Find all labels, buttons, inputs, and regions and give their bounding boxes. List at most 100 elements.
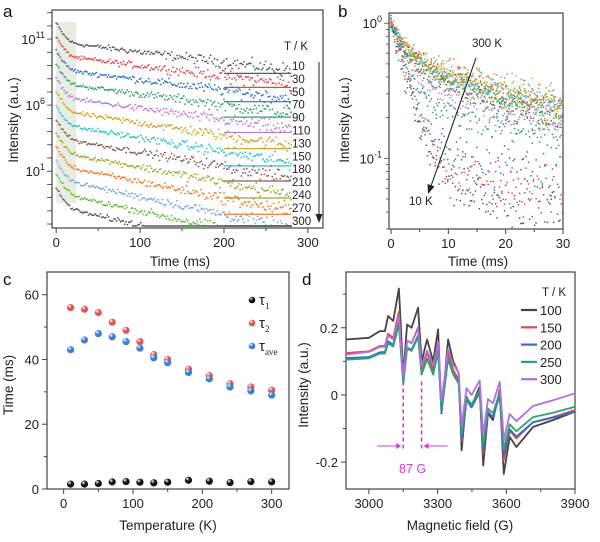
data-point xyxy=(235,79,237,81)
data-point xyxy=(412,51,415,54)
data-point xyxy=(282,95,284,97)
data-point xyxy=(280,143,283,146)
data-point xyxy=(221,149,224,151)
data-point xyxy=(509,92,512,95)
data-point xyxy=(506,110,508,112)
data-point xyxy=(540,104,542,107)
data-point xyxy=(492,92,495,95)
data-point xyxy=(489,180,492,183)
data-point xyxy=(458,76,460,79)
y-tick-exponent: 11 xyxy=(36,30,45,40)
data-point xyxy=(162,225,165,227)
data-point xyxy=(457,83,459,85)
data-point xyxy=(270,158,272,161)
data-point xyxy=(117,205,119,208)
data-point xyxy=(63,186,66,189)
data-point xyxy=(434,61,437,63)
data-point xyxy=(443,102,445,105)
data-point xyxy=(435,158,438,161)
data-point xyxy=(137,124,139,127)
data-point xyxy=(429,70,431,72)
data-point xyxy=(407,78,410,80)
data-point xyxy=(94,72,97,75)
data-point xyxy=(458,188,460,191)
data-point xyxy=(215,77,217,80)
data-point xyxy=(130,120,133,123)
data-point xyxy=(420,56,423,59)
data-point xyxy=(439,79,442,82)
data-point xyxy=(522,114,525,117)
data-point xyxy=(516,105,518,107)
data-point xyxy=(257,119,260,122)
data-point xyxy=(453,107,455,109)
data-point xyxy=(446,102,449,104)
data-point xyxy=(180,82,182,85)
data-point xyxy=(57,190,60,193)
data-point xyxy=(113,175,115,178)
data-point xyxy=(198,98,201,101)
data-point xyxy=(174,172,177,174)
data-point xyxy=(244,200,247,203)
data-point xyxy=(433,144,435,146)
data-point xyxy=(149,164,152,167)
data-point xyxy=(488,152,491,154)
data-point xyxy=(157,198,160,201)
data-point xyxy=(92,59,95,62)
data-point xyxy=(450,88,453,91)
data-point xyxy=(243,168,246,171)
data-point xyxy=(557,114,560,117)
data-point xyxy=(430,66,433,69)
data-point xyxy=(119,191,122,194)
data-point xyxy=(111,88,114,91)
data-point xyxy=(278,201,280,204)
panel-label-c: c xyxy=(3,270,12,289)
data-point xyxy=(208,83,211,86)
data-point xyxy=(253,169,256,172)
data-point xyxy=(126,165,129,167)
data-point xyxy=(123,76,126,79)
data-point xyxy=(506,92,508,95)
data-point xyxy=(522,127,525,130)
data-point xyxy=(449,57,452,60)
data-point xyxy=(170,184,173,187)
panel-d-series-300 xyxy=(345,315,576,442)
data-point xyxy=(95,88,98,91)
data-point xyxy=(440,65,443,68)
data-point xyxy=(503,145,506,147)
data-point xyxy=(66,162,68,164)
data-point xyxy=(164,170,166,173)
data-point xyxy=(255,171,258,174)
data-point xyxy=(473,90,476,93)
data-point xyxy=(465,189,468,191)
data-point xyxy=(228,135,231,138)
data-point xyxy=(538,166,541,168)
data-point xyxy=(149,185,152,188)
data-point xyxy=(225,78,228,81)
data-point xyxy=(208,56,211,59)
data-point xyxy=(433,62,435,65)
data-point xyxy=(287,81,290,84)
data-point xyxy=(177,74,180,77)
data-point xyxy=(513,120,516,122)
panel-label-a: a xyxy=(3,2,13,21)
data-point xyxy=(178,188,181,191)
data-point xyxy=(239,188,242,191)
data-point xyxy=(141,53,144,56)
data-point xyxy=(123,163,126,166)
data-point xyxy=(491,135,493,138)
data-point xyxy=(79,127,82,130)
data-point xyxy=(405,66,407,68)
data-point xyxy=(92,185,95,188)
data-point xyxy=(168,52,170,55)
data-point xyxy=(544,101,546,104)
data-point xyxy=(180,143,182,146)
data-point xyxy=(240,175,243,177)
data-point xyxy=(459,199,462,202)
data-point xyxy=(99,73,102,76)
data-point xyxy=(111,118,114,121)
data-point xyxy=(468,83,471,86)
data-point xyxy=(153,82,156,84)
data-point xyxy=(143,96,146,99)
data-point xyxy=(135,91,138,94)
data-point xyxy=(494,82,497,85)
